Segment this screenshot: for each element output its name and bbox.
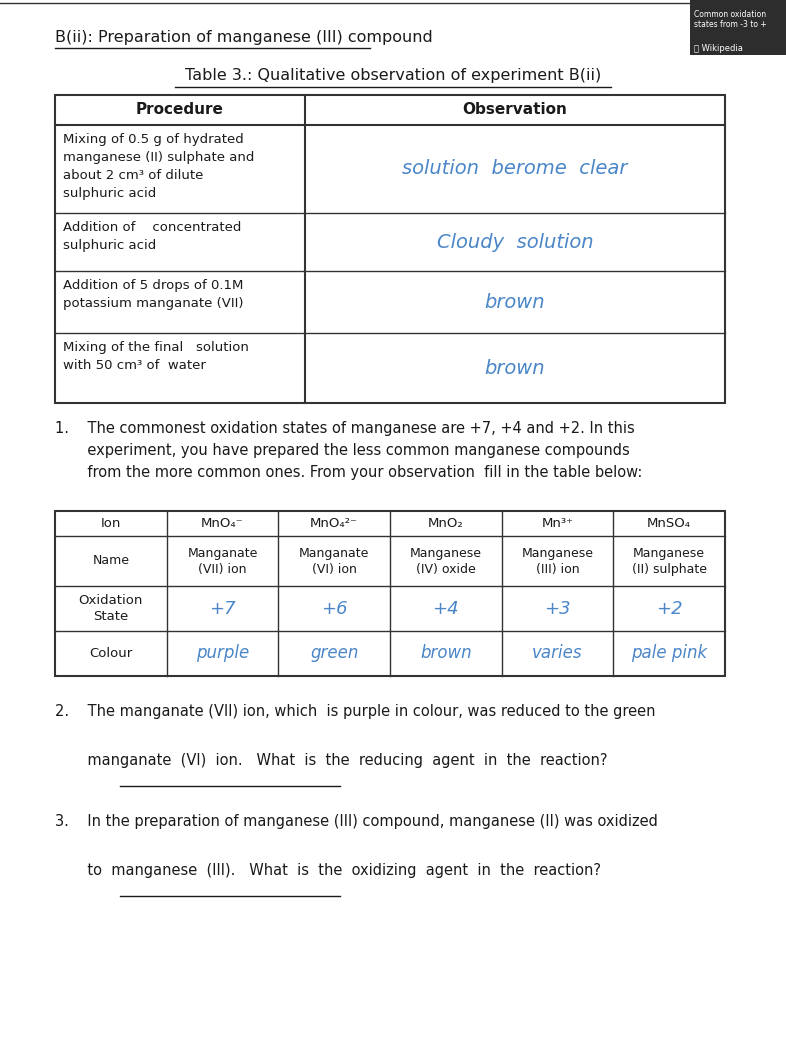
Text: MnSO₄: MnSO₄: [647, 517, 691, 530]
FancyBboxPatch shape: [55, 511, 725, 676]
Text: Oxidation
State: Oxidation State: [79, 594, 143, 623]
Text: 1.    The commonest oxidation states of manganese are +7, +4 and +2. In this
   : 1. The commonest oxidation states of man…: [55, 421, 642, 480]
Text: pale pink: pale pink: [631, 644, 707, 662]
Text: Common oxidation
states from -3 to +: Common oxidation states from -3 to +: [694, 10, 767, 29]
Text: +6: +6: [321, 600, 347, 617]
Text: Procedure: Procedure: [136, 102, 224, 118]
Text: MnO₄⁻: MnO₄⁻: [201, 517, 244, 530]
Text: Observation: Observation: [463, 102, 567, 118]
Text: 2.    The manganate (VII) ion, which  is purple in colour, was reduced to the gr: 2. The manganate (VII) ion, which is pur…: [55, 704, 656, 768]
Text: +7: +7: [209, 600, 236, 617]
Text: green: green: [310, 644, 358, 662]
Text: Mixing of the final   solution
with 50 cm³ of  water: Mixing of the final solution with 50 cm³…: [63, 341, 249, 372]
Text: B(ii): Preparation of manganese (III) compound: B(ii): Preparation of manganese (III) co…: [55, 30, 433, 45]
FancyBboxPatch shape: [690, 0, 786, 55]
Text: Manganese
(III) ion: Manganese (III) ion: [521, 547, 593, 576]
Text: Colour: Colour: [89, 648, 133, 660]
Text: Cloudy  solution: Cloudy solution: [437, 232, 593, 252]
Text: Name: Name: [92, 555, 130, 567]
Text: brown: brown: [485, 358, 545, 378]
Text: Manganese
(IV) oxide: Manganese (IV) oxide: [410, 547, 482, 576]
Text: Addition of    concentrated
sulphuric acid: Addition of concentrated sulphuric acid: [63, 221, 241, 252]
Text: Manganese
(II) sulphate: Manganese (II) sulphate: [632, 547, 707, 576]
Text: Table 3.: Qualitative observation of experiment B(ii): Table 3.: Qualitative observation of exp…: [185, 68, 601, 83]
Text: Mixing of 0.5 g of hydrated
manganese (II) sulphate and
about 2 cm³ of dilute
su: Mixing of 0.5 g of hydrated manganese (I…: [63, 133, 255, 200]
Text: Ion: Ion: [101, 517, 121, 530]
Text: MnO₄²⁻: MnO₄²⁻: [310, 517, 358, 530]
Text: Addition of 5 drops of 0.1M
potassium manganate (VII): Addition of 5 drops of 0.1M potassium ma…: [63, 279, 244, 310]
Text: MnO₂: MnO₂: [428, 517, 464, 530]
Text: 3.    In the preparation of manganese (III) compound, manganese (II) was oxidize: 3. In the preparation of manganese (III)…: [55, 814, 658, 879]
Text: varies: varies: [532, 644, 582, 662]
Text: Mn³⁺: Mn³⁺: [542, 517, 574, 530]
Text: solution  berome  clear: solution berome clear: [402, 159, 628, 178]
Text: +2: +2: [656, 600, 682, 617]
Text: Manganate
(VI) ion: Manganate (VI) ion: [299, 547, 369, 576]
Text: purple: purple: [196, 644, 249, 662]
Text: +3: +3: [544, 600, 571, 617]
FancyBboxPatch shape: [55, 95, 725, 403]
Text: brown: brown: [420, 644, 472, 662]
Text: brown: brown: [485, 293, 545, 311]
Text: Ⓢ Wikipedia: Ⓢ Wikipedia: [694, 44, 743, 53]
Text: +4: +4: [432, 600, 459, 617]
Text: Manganate
(VII) ion: Manganate (VII) ion: [187, 547, 258, 576]
